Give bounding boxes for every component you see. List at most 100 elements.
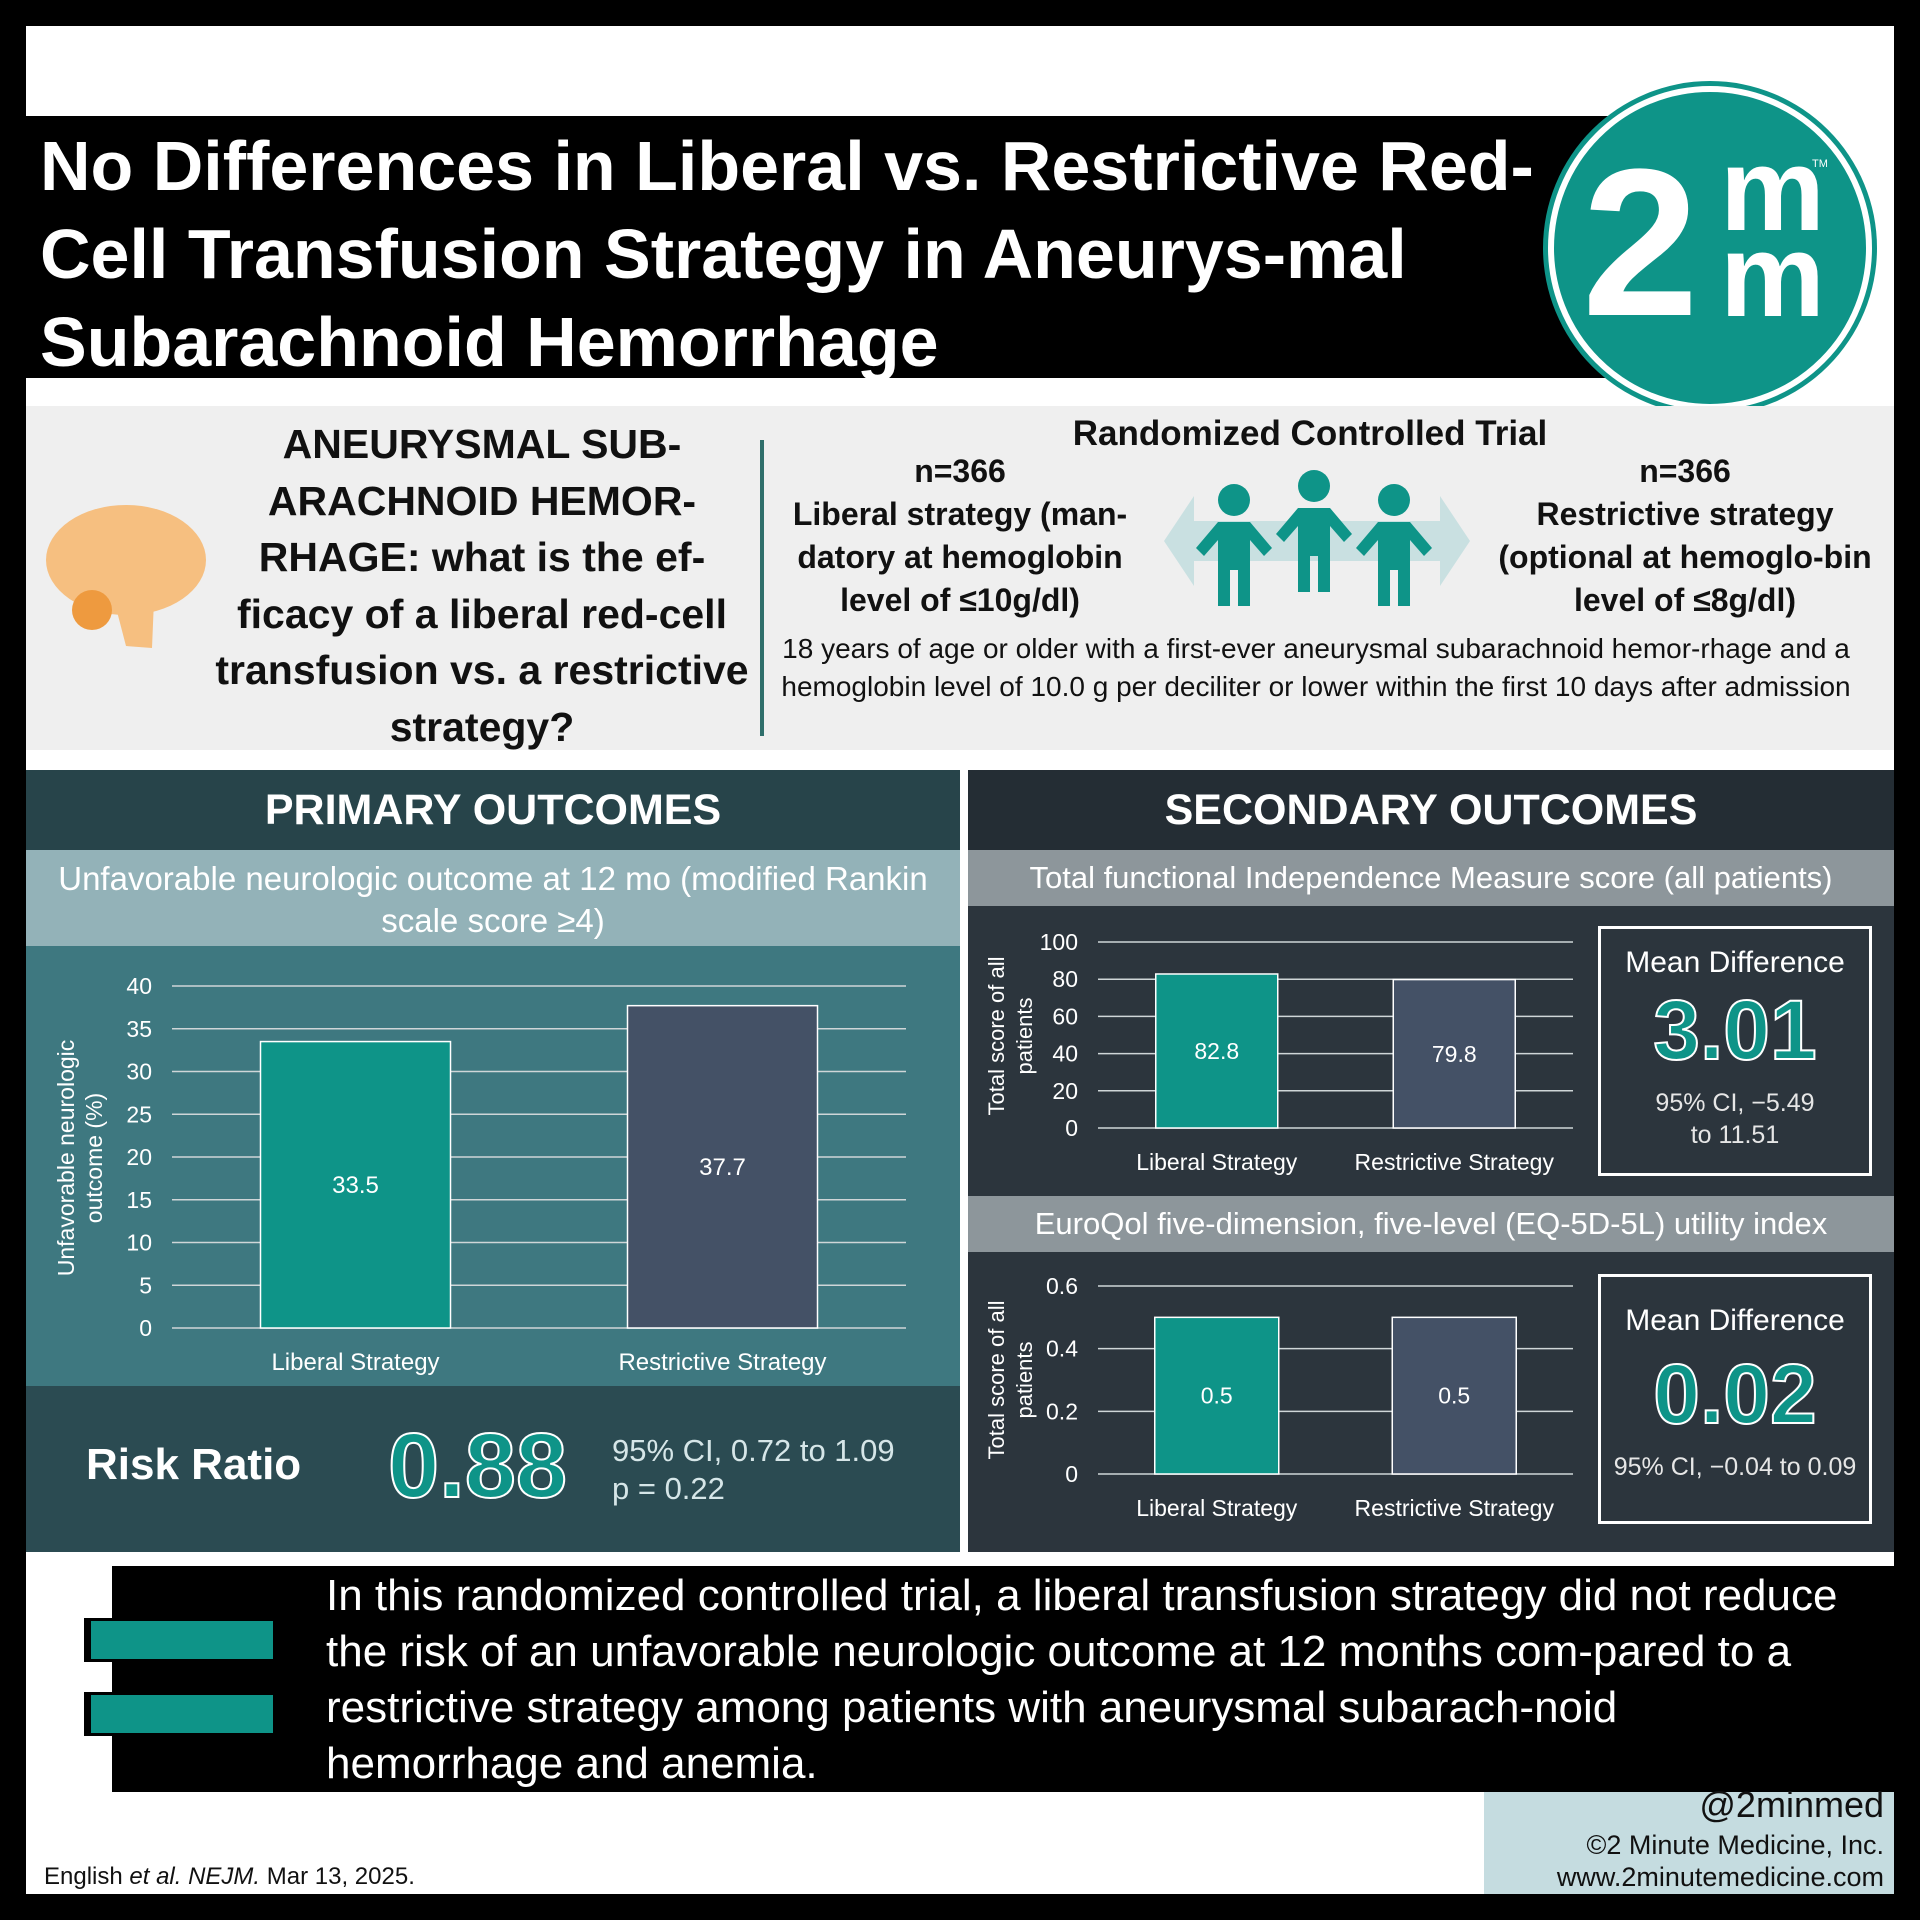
bar-value-label: 33.5 xyxy=(332,1172,379,1199)
study-band xyxy=(26,406,1894,750)
eq5d-subtitle: EuroQol five-dimension, five-level (EQ-5… xyxy=(968,1196,1894,1252)
eq5d-md-ci: 95% CI, −0.04 to 0.09 xyxy=(1613,1453,1857,1481)
y-tick-label: 0 xyxy=(139,1315,152,1341)
y-tick-label: 20 xyxy=(126,1144,152,1170)
primary-bar-chart: 0 5 10 15 20 25 30 35 40 Unfavorable neurologic ou… xyxy=(53,973,906,1376)
y-tick-label: 40 xyxy=(1052,1041,1078,1067)
conclusion-bar-bottom xyxy=(88,1692,276,1736)
restrictive-n: n=366 xyxy=(1639,453,1731,489)
y-tick-label: 30 xyxy=(126,1059,152,1085)
divider-line xyxy=(760,440,764,736)
y-tick-label: 35 xyxy=(126,1016,152,1042)
category-label: Liberal Strategy xyxy=(1136,1149,1298,1175)
y-axis-label: Unfavorable neurologic outcome (%) xyxy=(53,1040,107,1277)
fim-md-value: 3.01 xyxy=(1652,982,1818,1078)
study-question: ANEURYSMAL SUB-ARACHNOID HEMOR-RHAGE: wh… xyxy=(215,421,749,750)
citation-journal: NEJM. xyxy=(188,1863,261,1890)
footer-url: www.2minutemedicine.com xyxy=(1556,1862,1884,1892)
logo-letter-bottom: m xyxy=(1720,210,1825,342)
bar xyxy=(1154,1316,1280,1475)
bar xyxy=(259,1040,452,1329)
y-axis-label: Total score of all patients xyxy=(984,957,1037,1116)
risk-ratio-value: 0.88 xyxy=(387,1414,568,1518)
fim-mean-difference-box: Mean Difference 3.01 95% CI, −5.49 to 11… xyxy=(1598,926,1872,1176)
y-tick-label: 0.4 xyxy=(1046,1336,1078,1362)
risk-ratio-ci: 95% CI, 0.72 to 1.09 p = 0.22 xyxy=(612,1432,895,1508)
fim-md-ci: 95% CI, −5.49 to 11.51 xyxy=(1655,1089,1815,1149)
brain-icon xyxy=(46,505,206,648)
y-axis-label-line: Total score of all xyxy=(984,957,1009,1116)
bar-value-label: 37.7 xyxy=(699,1154,746,1181)
bar xyxy=(1392,978,1516,1129)
bar xyxy=(1155,973,1279,1129)
y-tick-label: 15 xyxy=(126,1187,152,1213)
y-tick-label: 40 xyxy=(126,973,152,999)
secondary-header: SECONDARY OUTCOMES xyxy=(968,770,1894,850)
y-axis-label-line: Total score of all xyxy=(984,1301,1009,1460)
bar-value-label: 0.5 xyxy=(1438,1383,1470,1409)
eq5d-md-value: 0.02 xyxy=(1652,1346,1818,1442)
citation: English et al. NEJM. Mar 13, 2025. xyxy=(44,1862,415,1892)
citation-etal: et al. xyxy=(129,1863,182,1890)
y-tick-label: 80 xyxy=(1052,966,1078,992)
logo-trademark: TM xyxy=(1812,158,1828,170)
conclusion-text: In this randomized controlled trial, a l… xyxy=(326,1571,1838,1788)
y-tick-label: 20 xyxy=(1052,1078,1078,1104)
fim-md-title: Mean Difference xyxy=(1625,946,1845,979)
eq5d-mean-difference-box: Mean Difference 0.02 95% CI, −0.04 to 0.… xyxy=(1598,1274,1872,1524)
risk-ratio-label: Risk Ratio xyxy=(86,1440,302,1489)
page-title: No Differences in Liberal vs. Restrictiv… xyxy=(40,127,1534,381)
category-label: Liberal Strategy xyxy=(1136,1495,1298,1521)
bar-value-label: 0.5 xyxy=(1201,1383,1233,1409)
y-axis-label-line: patients xyxy=(1012,1341,1037,1418)
risk-ratio-band xyxy=(26,1386,960,1552)
y-tick-label: 0.2 xyxy=(1046,1398,1078,1424)
bar-value-label: 79.8 xyxy=(1432,1041,1477,1067)
eq5d-md-title: Mean Difference xyxy=(1625,1304,1845,1337)
eq5d-bar-chart: 0 0.2 0.4 0.6 Total score of all patients 0.5 L… xyxy=(984,1273,1573,1521)
primary-header: PRIMARY OUTCOMES xyxy=(26,770,960,850)
y-tick-label: 0 xyxy=(1065,1115,1078,1141)
citation-author: English xyxy=(44,1863,123,1890)
y-axis-label-line: Unfavorable neurologic xyxy=(53,1040,79,1277)
y-tick-label: 25 xyxy=(126,1101,152,1127)
y-tick-label: 100 xyxy=(1040,929,1078,955)
footer-handle: @2minmed xyxy=(1699,1784,1884,1825)
people-icon xyxy=(1164,470,1470,606)
conclusion-bar-top xyxy=(88,1618,276,1662)
y-axis-label: Total score of all patients xyxy=(984,1301,1037,1460)
title-band xyxy=(26,116,1626,378)
risk-ratio-ci-text: 95% CI, 0.72 to 1.09 xyxy=(612,1433,895,1468)
trial-title: Randomized Controlled Trial xyxy=(1072,414,1548,453)
y-axis-label-line: patients xyxy=(1012,997,1037,1074)
risk-ratio-p-value: p = 0.22 xyxy=(612,1471,725,1506)
logo-letter-top: m xyxy=(1720,124,1825,256)
bar xyxy=(626,1004,819,1329)
y-tick-label: 0 xyxy=(1065,1461,1078,1487)
y-tick-label: 60 xyxy=(1052,1003,1078,1029)
footer-copyright: ©2 Minute Medicine, Inc. xyxy=(1586,1830,1884,1860)
y-tick-label: 10 xyxy=(126,1230,152,1256)
category-label: Liberal Strategy xyxy=(271,1349,439,1376)
fim-subtitle: Total functional Independence Measure sc… xyxy=(968,850,1894,906)
restrictive-arm: n=366 Restrictive strategy (optional at … xyxy=(1480,450,1890,622)
bar xyxy=(1391,1316,1517,1475)
y-axis-label-line: outcome (%) xyxy=(81,1093,107,1223)
bar-value-label: 82.8 xyxy=(1194,1038,1239,1064)
primary-subtitle: Unfavorable neurologic outcome at 12 mo … xyxy=(26,850,960,946)
liberal-arm-label: Liberal strategy (man-datory at hemoglob… xyxy=(792,496,1128,618)
liberal-n: n=366 xyxy=(914,453,1006,489)
y-tick-label: 5 xyxy=(139,1272,152,1298)
category-label: Restrictive Strategy xyxy=(618,1349,826,1376)
category-label: Restrictive Strategy xyxy=(1355,1495,1555,1521)
footer-box xyxy=(1484,1792,1894,1894)
conclusion-band xyxy=(112,1566,1894,1792)
y-tick-label: 0.6 xyxy=(1046,1273,1078,1299)
inclusion-criteria: 18 years of age or older with a first-ev… xyxy=(781,633,1851,702)
logo-digit: 2 xyxy=(1582,125,1699,360)
restrictive-arm-label: Restrictive strategy (optional at hemogl… xyxy=(1498,496,1872,618)
citation-date: Mar 13, 2025. xyxy=(266,1863,415,1890)
liberal-arm: n=366 Liberal strategy (man-datory at he… xyxy=(760,450,1160,622)
category-label: Restrictive Strategy xyxy=(1355,1149,1555,1175)
